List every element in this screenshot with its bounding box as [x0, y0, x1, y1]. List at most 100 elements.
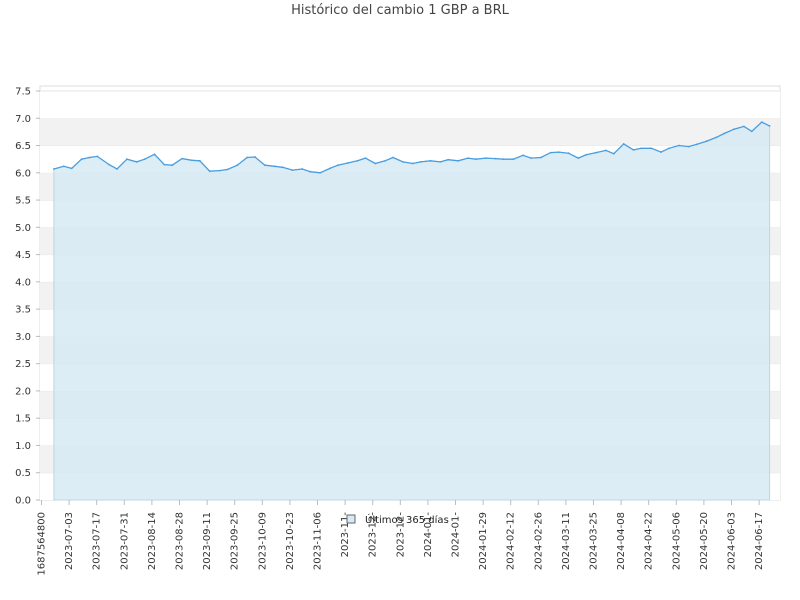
- y-axis: 0.0 0.5 1.0 1.5 2.0 2.5 3.0 3.5 4.0 4.5 5.0 5.5 6.0 6…: [15, 87, 40, 507]
- y-tick-label: 0.5: [15, 468, 31, 479]
- area-layer: [53, 121, 771, 501]
- data-point[interactable]: [743, 125, 745, 128]
- data-point[interactable]: [336, 164, 339, 167]
- x-tick-label: 2024-01-: [451, 512, 462, 558]
- data-point[interactable]: [246, 156, 249, 159]
- x-tick-label: 2024-03-25: [589, 512, 600, 570]
- data-point[interactable]: [88, 156, 91, 159]
- data-point[interactable]: [402, 161, 404, 163]
- data-point[interactable]: [723, 132, 726, 135]
- data-point[interactable]: [429, 159, 432, 162]
- data-point[interactable]: [567, 152, 570, 155]
- data-point[interactable]: [191, 159, 193, 162]
- data-point[interactable]: [484, 157, 487, 160]
- data-point[interactable]: [53, 168, 55, 170]
- data-point[interactable]: [522, 154, 524, 157]
- data-point[interactable]: [585, 153, 588, 156]
- y-tick-label: 2.5: [15, 359, 31, 370]
- data-point[interactable]: [411, 162, 414, 165]
- x-tick-label: 2023-10-23: [285, 512, 296, 570]
- data-point[interactable]: [291, 169, 294, 172]
- x-tick-label: 2023-09-11: [202, 512, 213, 570]
- data-point[interactable]: [577, 157, 580, 160]
- data-point[interactable]: [678, 144, 680, 147]
- data-point[interactable]: [171, 164, 174, 167]
- data-point[interactable]: [760, 121, 763, 123]
- x-tick-label: 2024-02-12: [506, 512, 517, 570]
- data-point[interactable]: [494, 157, 497, 160]
- data-point[interactable]: [668, 147, 670, 150]
- data-point[interactable]: [512, 158, 515, 161]
- data-point[interactable]: [530, 157, 532, 160]
- y-tick-label: 7.5: [15, 87, 31, 98]
- chart-title: Histórico del cambio 1 GBP a BRL: [291, 3, 509, 18]
- data-point[interactable]: [457, 159, 459, 162]
- data-point[interactable]: [384, 159, 386, 162]
- data-point[interactable]: [439, 161, 442, 163]
- data-point[interactable]: [143, 158, 146, 161]
- data-point[interactable]: [705, 140, 708, 143]
- data-point[interactable]: [447, 158, 450, 161]
- data-point[interactable]: [695, 143, 698, 146]
- data-point[interactable]: [346, 162, 349, 164]
- data-point[interactable]: [605, 149, 607, 152]
- data-point[interactable]: [768, 125, 771, 127]
- data-point[interactable]: [622, 143, 625, 145]
- data-point[interactable]: [108, 163, 110, 166]
- data-point[interactable]: [715, 136, 718, 139]
- y-tick-label: 2.0: [15, 386, 31, 397]
- data-point[interactable]: [374, 162, 377, 165]
- data-point[interactable]: [254, 156, 256, 158]
- data-point[interactable]: [70, 167, 73, 170]
- data-point[interactable]: [309, 170, 312, 173]
- x-tick-label: 1687564800: [37, 512, 48, 576]
- data-point[interactable]: [502, 158, 505, 161]
- data-point[interactable]: [135, 161, 138, 163]
- data-point[interactable]: [392, 156, 394, 159]
- x-tick-label: 2024-04-22: [644, 512, 655, 570]
- data-point[interactable]: [273, 165, 276, 168]
- data-point[interactable]: [116, 168, 118, 170]
- data-point[interactable]: [364, 157, 367, 160]
- data-point[interactable]: [356, 159, 359, 162]
- x-tick-label: 2023-08-28: [175, 512, 186, 570]
- data-point[interactable]: [467, 157, 469, 160]
- data-point[interactable]: [236, 164, 239, 167]
- data-point[interactable]: [687, 145, 690, 148]
- data-point[interactable]: [549, 151, 552, 154]
- data-point[interactable]: [281, 166, 284, 169]
- data-point[interactable]: [163, 163, 166, 166]
- data-point[interactable]: [595, 151, 597, 154]
- y-tick-label: 6.5: [15, 141, 31, 152]
- data-point[interactable]: [126, 158, 128, 161]
- data-point[interactable]: [96, 155, 99, 158]
- data-point[interactable]: [198, 159, 201, 162]
- x-tick-label: 2024-06-17: [754, 512, 765, 570]
- data-point[interactable]: [181, 157, 184, 160]
- data-point[interactable]: [650, 147, 653, 150]
- data-point[interactable]: [419, 161, 422, 163]
- y-tick-label: 6.0: [15, 168, 31, 179]
- data-point[interactable]: [62, 165, 65, 168]
- data-point[interactable]: [153, 153, 156, 156]
- data-point[interactable]: [640, 147, 643, 150]
- data-point[interactable]: [632, 149, 635, 151]
- data-point[interactable]: [474, 158, 477, 161]
- data-point[interactable]: [208, 170, 211, 173]
- data-point[interactable]: [557, 151, 560, 154]
- legend[interactable]: Últimos 365 días: [346, 513, 449, 526]
- data-point[interactable]: [612, 152, 615, 155]
- data-point[interactable]: [750, 130, 753, 133]
- y-tick-label: 1.5: [15, 414, 31, 425]
- y-tick-label: 3.5: [15, 305, 31, 316]
- data-point[interactable]: [540, 156, 542, 159]
- data-point[interactable]: [329, 167, 331, 170]
- data-point[interactable]: [733, 128, 735, 131]
- data-point[interactable]: [218, 169, 221, 172]
- data-point[interactable]: [660, 151, 662, 154]
- data-point[interactable]: [319, 171, 321, 174]
- data-point[interactable]: [80, 158, 83, 161]
- data-point[interactable]: [226, 168, 229, 171]
- data-point[interactable]: [264, 164, 266, 167]
- data-point[interactable]: [301, 168, 304, 170]
